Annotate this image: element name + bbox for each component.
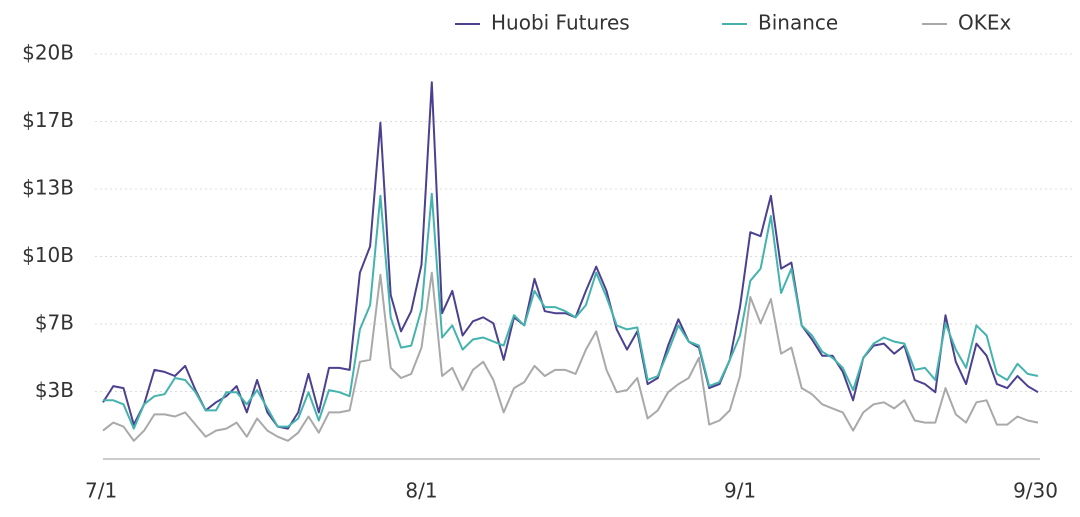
y-tick-label: $13B: [22, 176, 74, 200]
x-tick-label: 8/1: [405, 479, 437, 503]
legend-label: OKEx: [958, 11, 1011, 35]
x-tick-label: 9/1: [724, 479, 756, 503]
legend-label: Binance: [758, 11, 838, 35]
y-tick-label: $3B: [35, 378, 74, 402]
x-tick-label: 9/30: [1013, 479, 1058, 503]
series-line: [102, 271, 1039, 442]
series-line: [102, 81, 1039, 430]
y-tick-label: $7B: [35, 310, 74, 334]
legend-label: Huobi Futures: [491, 11, 630, 35]
y-tick-label: $20B: [22, 41, 74, 65]
y-tick-label: $17B: [22, 108, 74, 132]
series-line: [103, 192, 1039, 430]
y-tick-label: $10B: [22, 243, 74, 267]
x-tick-label: 7/1: [85, 479, 117, 503]
